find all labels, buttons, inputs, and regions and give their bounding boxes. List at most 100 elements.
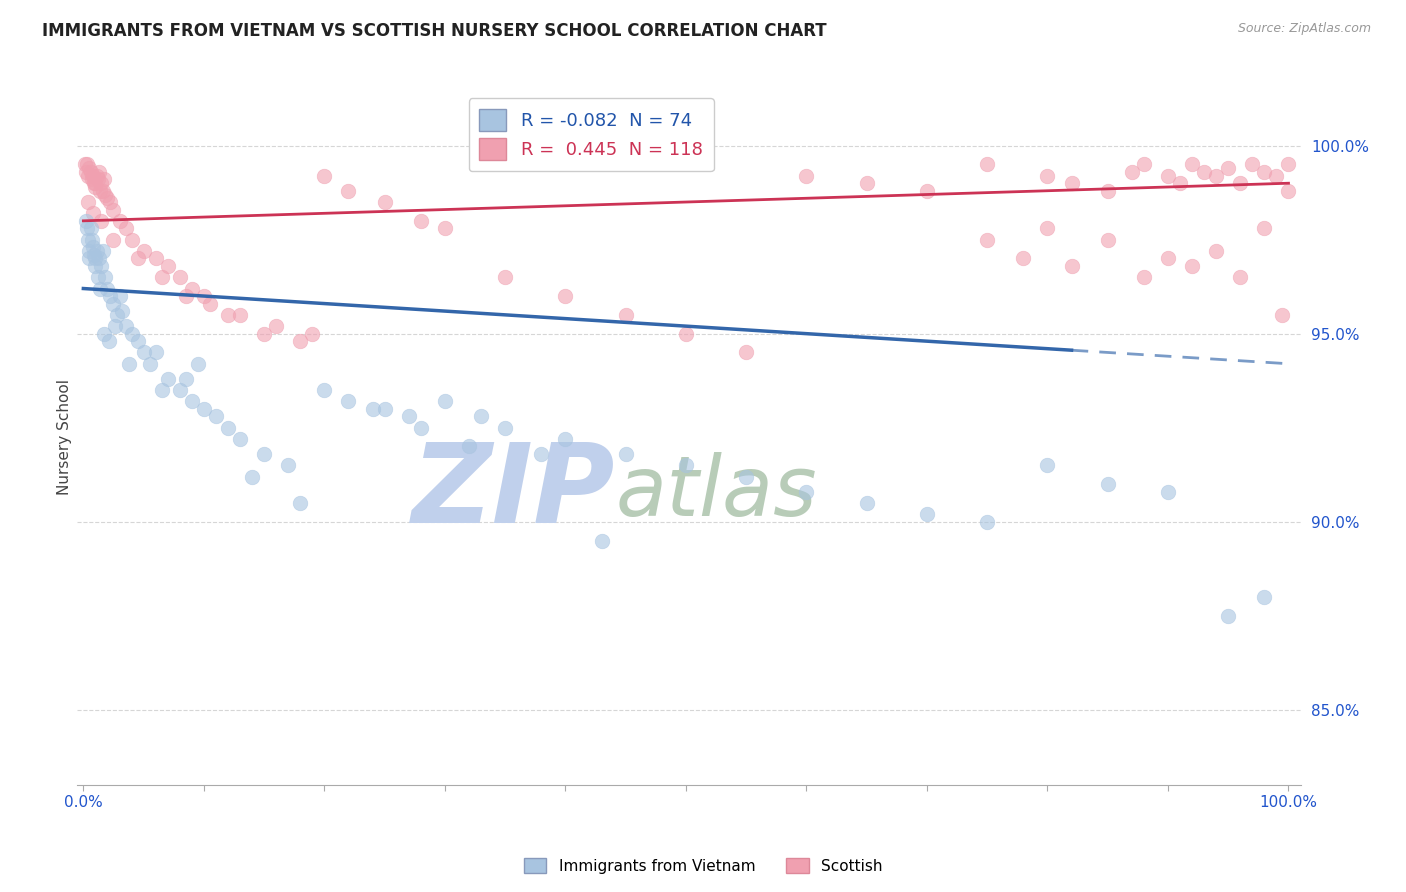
- Point: [458, 440, 481, 454]
- Point: [796, 169, 818, 183]
- Point: [675, 458, 697, 473]
- Point: [84, 259, 107, 273]
- Point: [1192, 165, 1215, 179]
- Point: [79, 244, 101, 258]
- Text: IMMIGRANTS FROM VIETNAM VS SCOTTISH NURSERY SCHOOL CORRELATION CHART: IMMIGRANTS FROM VIETNAM VS SCOTTISH NURS…: [42, 22, 827, 40]
- Point: [915, 184, 938, 198]
- Point: [409, 214, 432, 228]
- Point: [1012, 252, 1035, 266]
- Point: [174, 372, 197, 386]
- Point: [132, 244, 155, 258]
- Point: [1036, 221, 1059, 235]
- Point: [217, 308, 239, 322]
- Point: [554, 289, 576, 303]
- Point: [253, 447, 276, 461]
- Point: [82, 206, 104, 220]
- Point: [145, 345, 167, 359]
- Point: [1157, 484, 1180, 499]
- Point: [80, 233, 103, 247]
- Point: [87, 270, 110, 285]
- Y-axis label: Nursery School: Nursery School: [56, 379, 72, 495]
- Point: [1253, 590, 1275, 604]
- Point: [1265, 169, 1288, 183]
- Point: [127, 252, 149, 266]
- Point: [82, 169, 104, 183]
- Point: [433, 394, 456, 409]
- Point: [361, 401, 384, 416]
- Point: [1181, 157, 1204, 171]
- Point: [976, 157, 998, 171]
- Point: [150, 270, 173, 285]
- Point: [76, 157, 98, 171]
- Point: [735, 469, 758, 483]
- Point: [1133, 157, 1156, 171]
- Point: [79, 161, 101, 176]
- Point: [1157, 169, 1180, 183]
- Point: [97, 334, 120, 348]
- Point: [187, 357, 209, 371]
- Point: [253, 326, 276, 341]
- Point: [94, 187, 117, 202]
- Point: [796, 484, 818, 499]
- Point: [91, 184, 114, 198]
- Point: [121, 233, 143, 247]
- Point: [73, 157, 96, 171]
- Point: [75, 165, 97, 179]
- Point: [98, 289, 121, 303]
- Point: [1277, 157, 1299, 171]
- Point: [83, 248, 105, 262]
- Point: [83, 176, 105, 190]
- Point: [80, 172, 103, 186]
- Point: [1097, 233, 1119, 247]
- Point: [1036, 458, 1059, 473]
- Point: [530, 447, 553, 461]
- Point: [84, 252, 107, 266]
- Point: [1241, 157, 1264, 171]
- Point: [614, 308, 637, 322]
- Point: [976, 233, 998, 247]
- Point: [121, 326, 143, 341]
- Point: [229, 308, 252, 322]
- Text: ZIP: ZIP: [412, 439, 616, 546]
- Point: [1205, 169, 1227, 183]
- Point: [915, 507, 938, 521]
- Point: [735, 345, 758, 359]
- Point: [193, 401, 215, 416]
- Point: [87, 165, 110, 179]
- Point: [1277, 184, 1299, 198]
- Point: [675, 326, 697, 341]
- Point: [108, 214, 131, 228]
- Point: [93, 326, 115, 341]
- Point: [90, 259, 112, 273]
- Point: [90, 176, 112, 190]
- Point: [1205, 244, 1227, 258]
- Point: [103, 296, 125, 310]
- Point: [1218, 161, 1240, 176]
- Point: [89, 281, 111, 295]
- Point: [169, 270, 191, 285]
- Point: [1133, 270, 1156, 285]
- Point: [145, 252, 167, 266]
- Point: [180, 394, 202, 409]
- Point: [1229, 176, 1251, 190]
- Point: [87, 172, 110, 186]
- Point: [1097, 477, 1119, 491]
- Point: [494, 270, 516, 285]
- Point: [108, 289, 131, 303]
- Point: [1157, 252, 1180, 266]
- Point: [494, 420, 516, 434]
- Point: [96, 281, 118, 295]
- Point: [554, 432, 576, 446]
- Point: [87, 252, 110, 266]
- Point: [614, 447, 637, 461]
- Point: [91, 244, 114, 258]
- Point: [591, 533, 613, 548]
- Point: [855, 176, 877, 190]
- Point: [398, 409, 420, 424]
- Point: [290, 334, 312, 348]
- Point: [337, 184, 360, 198]
- Text: atlas: atlas: [616, 452, 817, 533]
- Point: [79, 165, 101, 179]
- Point: [217, 420, 239, 434]
- Point: [264, 319, 287, 334]
